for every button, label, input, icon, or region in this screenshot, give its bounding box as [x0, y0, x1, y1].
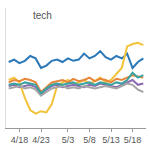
svg-text:5/8: 5/8: [83, 135, 96, 145]
svg-text:5/18: 5/18: [124, 135, 142, 145]
svg-text:tech: tech: [33, 10, 52, 21]
svg-text:4/18: 4/18: [11, 135, 29, 145]
svg-text:5/13: 5/13: [102, 135, 120, 145]
svg-text:5/3: 5/3: [62, 135, 75, 145]
svg-text:4/23: 4/23: [32, 135, 50, 145]
